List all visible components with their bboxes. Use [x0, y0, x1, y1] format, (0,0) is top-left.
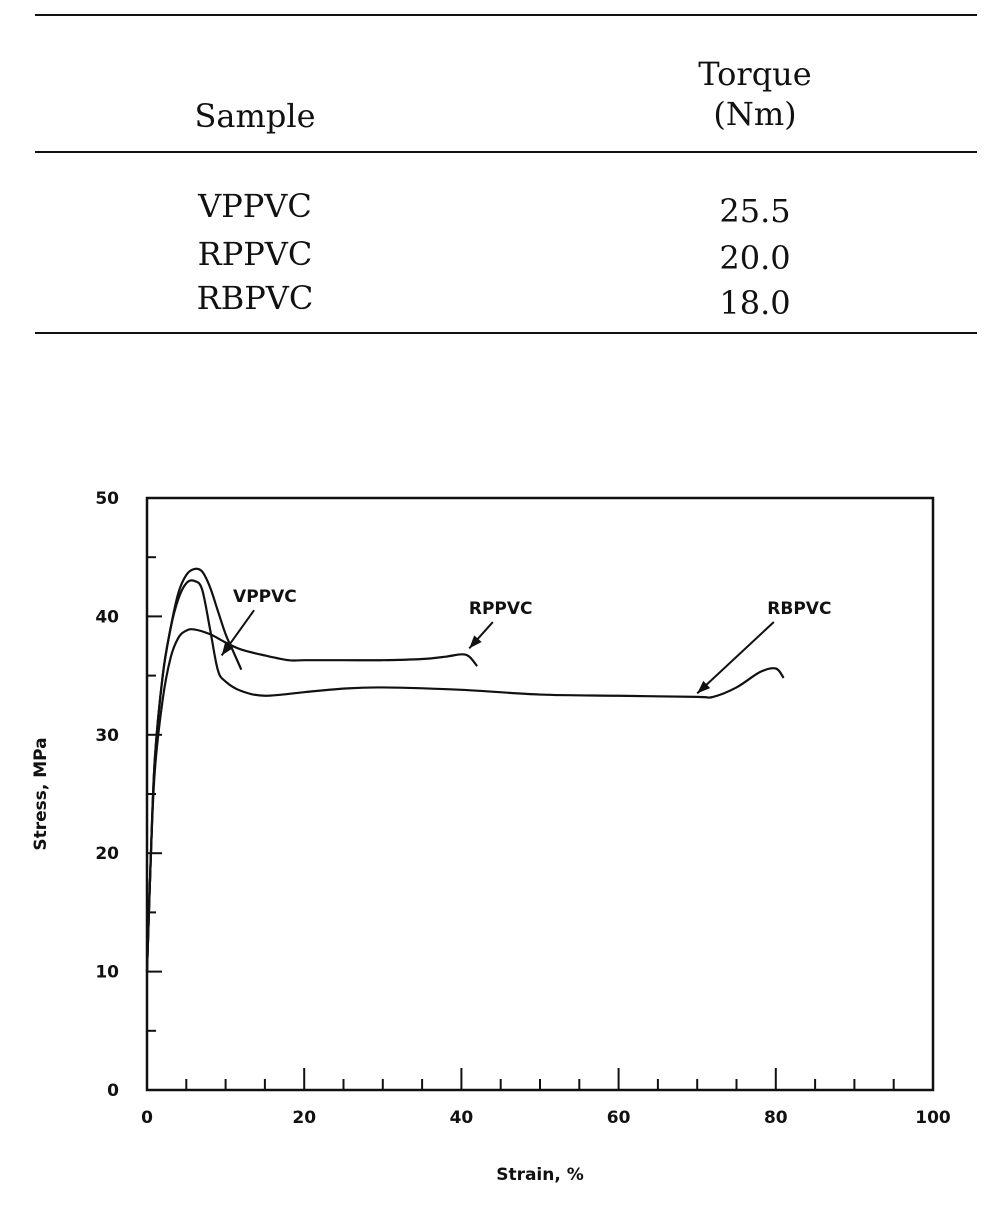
- x-tick-label: 20: [292, 1108, 316, 1128]
- header-sample: Sample: [194, 97, 316, 135]
- torque-table: Sample Torque (Nm) VPPVC 25.5 RPPVC 20.0…: [35, 0, 977, 340]
- y-tick-label: 40: [95, 607, 119, 627]
- row-torque: 18.0: [719, 284, 791, 322]
- x-tick-label: 60: [607, 1108, 631, 1128]
- table-bottom-rule: [35, 332, 977, 334]
- x-axis-label: Strain, %: [496, 1165, 584, 1185]
- x-tick-label: 80: [764, 1108, 788, 1128]
- annotation-arrowhead: [469, 635, 482, 649]
- annotation-label: RPPVC: [469, 599, 533, 619]
- y-tick-label: 30: [95, 726, 119, 746]
- series-line-rbpvc: [145, 579, 785, 972]
- annotation-label: RBPVC: [767, 599, 831, 619]
- row-sample: VPPVC: [198, 187, 312, 225]
- annotation-arrowhead: [697, 680, 711, 694]
- header-torque-unit: (Nm): [713, 95, 797, 133]
- x-tick-label: 100: [915, 1108, 951, 1128]
- row-sample: RBPVC: [196, 279, 314, 317]
- series-line-rppvc: [145, 628, 478, 972]
- y-axis-label: Stress, MPa: [31, 737, 51, 850]
- table-top-rule: [35, 14, 977, 16]
- row-torque: 25.5: [719, 192, 791, 230]
- y-tick-label: 0: [107, 1081, 119, 1101]
- table-header-rule: [35, 151, 977, 153]
- y-tick-label: 20: [95, 844, 119, 864]
- y-tick-label: 50: [95, 489, 119, 509]
- annotation-arrowhead: [221, 641, 234, 656]
- x-tick-label: 40: [450, 1108, 474, 1128]
- y-tick-label: 10: [95, 963, 119, 983]
- annotation-label: VPPVC: [233, 587, 297, 607]
- row-sample: RPPVC: [197, 235, 313, 273]
- x-tick-label: 0: [141, 1108, 153, 1128]
- header-torque: Torque: [698, 55, 812, 93]
- row-torque: 20.0: [719, 239, 791, 277]
- annotation-arrow-line: [696, 621, 775, 695]
